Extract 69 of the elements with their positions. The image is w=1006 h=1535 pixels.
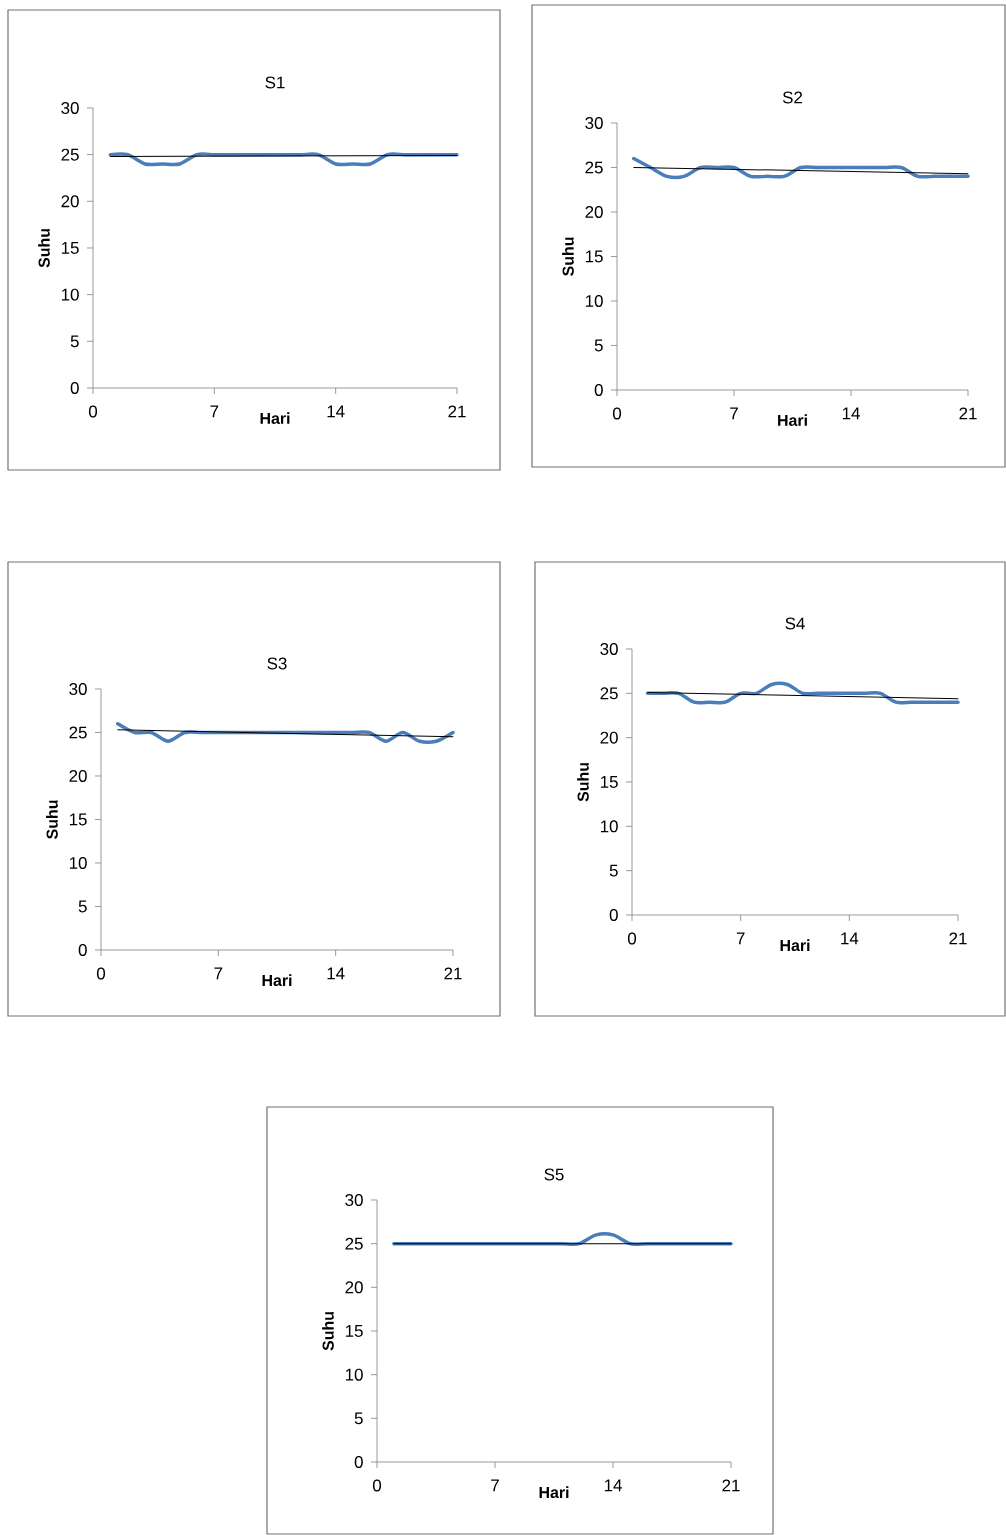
y-tick-label: 10: [69, 856, 87, 869]
chart-title: S2: [782, 91, 803, 104]
y-tick-label: 10: [585, 294, 603, 307]
y-tick-label: 20: [585, 205, 603, 218]
chart-title: S5: [544, 1168, 564, 1181]
y-tick-label: 15: [600, 776, 618, 788]
x-tick-label: 21: [444, 967, 462, 980]
x-tick-label: 0: [96, 967, 106, 980]
x-tick-label: 14: [842, 407, 860, 420]
x-tick-label: 21: [949, 932, 967, 945]
x-tick-label: 0: [88, 405, 98, 418]
y-tick-label: 30: [345, 1193, 363, 1206]
y-tick-label: 20: [345, 1281, 363, 1294]
y-tick-label: 20: [61, 195, 79, 208]
y-tick-label: 30: [600, 642, 618, 655]
chart-title: S4: [785, 617, 805, 630]
x-tick-label: 7: [730, 407, 738, 420]
y-tick-label: 20: [69, 769, 87, 782]
y-tick-label: 10: [61, 288, 79, 301]
x-tick-label: 7: [210, 405, 219, 418]
x-tick-label: 14: [604, 1479, 622, 1492]
x-tick-label: 21: [722, 1479, 740, 1492]
y-tick-label: 15: [585, 250, 603, 263]
y-axis-title: Suhu: [562, 237, 574, 276]
y-tick-label: 5: [70, 335, 79, 348]
x-axis-title: Hari: [780, 939, 810, 952]
y-tick-label: 15: [345, 1325, 363, 1337]
x-axis-title: Hari: [778, 414, 807, 427]
y-tick-label: 5: [354, 1412, 363, 1425]
x-tick-label: 14: [327, 405, 345, 418]
y-axis-title: Suhu: [577, 763, 589, 802]
y-tick-label: 25: [345, 1237, 363, 1250]
x-tick-label: 21: [959, 407, 977, 420]
x-axis-title: Hari: [260, 412, 290, 425]
y-tick-label: 15: [61, 242, 79, 254]
y-axis-title: Suhu: [38, 229, 50, 268]
y-tick-label: 5: [594, 339, 603, 352]
x-tick-label: 14: [327, 967, 345, 980]
y-tick-label: 0: [78, 943, 87, 956]
x-tick-label: 14: [841, 932, 859, 945]
x-axis-title: Hari: [539, 1486, 569, 1499]
y-axis-title: Suhu: [322, 1312, 334, 1351]
y-tick-label: 5: [609, 864, 618, 877]
x-tick-label: 7: [736, 932, 745, 945]
chart-title: S3: [267, 657, 287, 670]
y-tick-label: 15: [69, 813, 87, 826]
y-tick-label: 30: [61, 101, 79, 114]
y-tick-label: 0: [70, 381, 79, 394]
y-tick-label: 0: [354, 1456, 363, 1468]
y-tick-label: 25: [69, 726, 87, 739]
y-axis-title: Suhu: [46, 800, 58, 839]
x-tick-label: 7: [491, 1479, 499, 1492]
y-tick-label: 25: [61, 148, 79, 161]
y-tick-label: 25: [600, 687, 618, 700]
y-tick-label: 0: [609, 908, 618, 921]
y-tick-label: 10: [345, 1368, 363, 1381]
y-tick-label: 30: [585, 116, 603, 129]
y-tick-label: 20: [600, 731, 618, 744]
x-axis-title: Hari: [262, 974, 292, 987]
x-tick-label: 21: [448, 405, 466, 418]
y-tick-label: 5: [78, 900, 87, 913]
x-tick-label: 0: [372, 1479, 382, 1492]
y-tick-label: 30: [69, 682, 87, 695]
x-tick-label: 0: [627, 932, 637, 945]
y-tick-label: 25: [585, 161, 603, 174]
y-tick-label: 10: [600, 820, 618, 833]
chart-title: S1: [265, 76, 285, 89]
x-tick-label: 7: [214, 967, 223, 980]
y-tick-label: 0: [594, 383, 603, 396]
